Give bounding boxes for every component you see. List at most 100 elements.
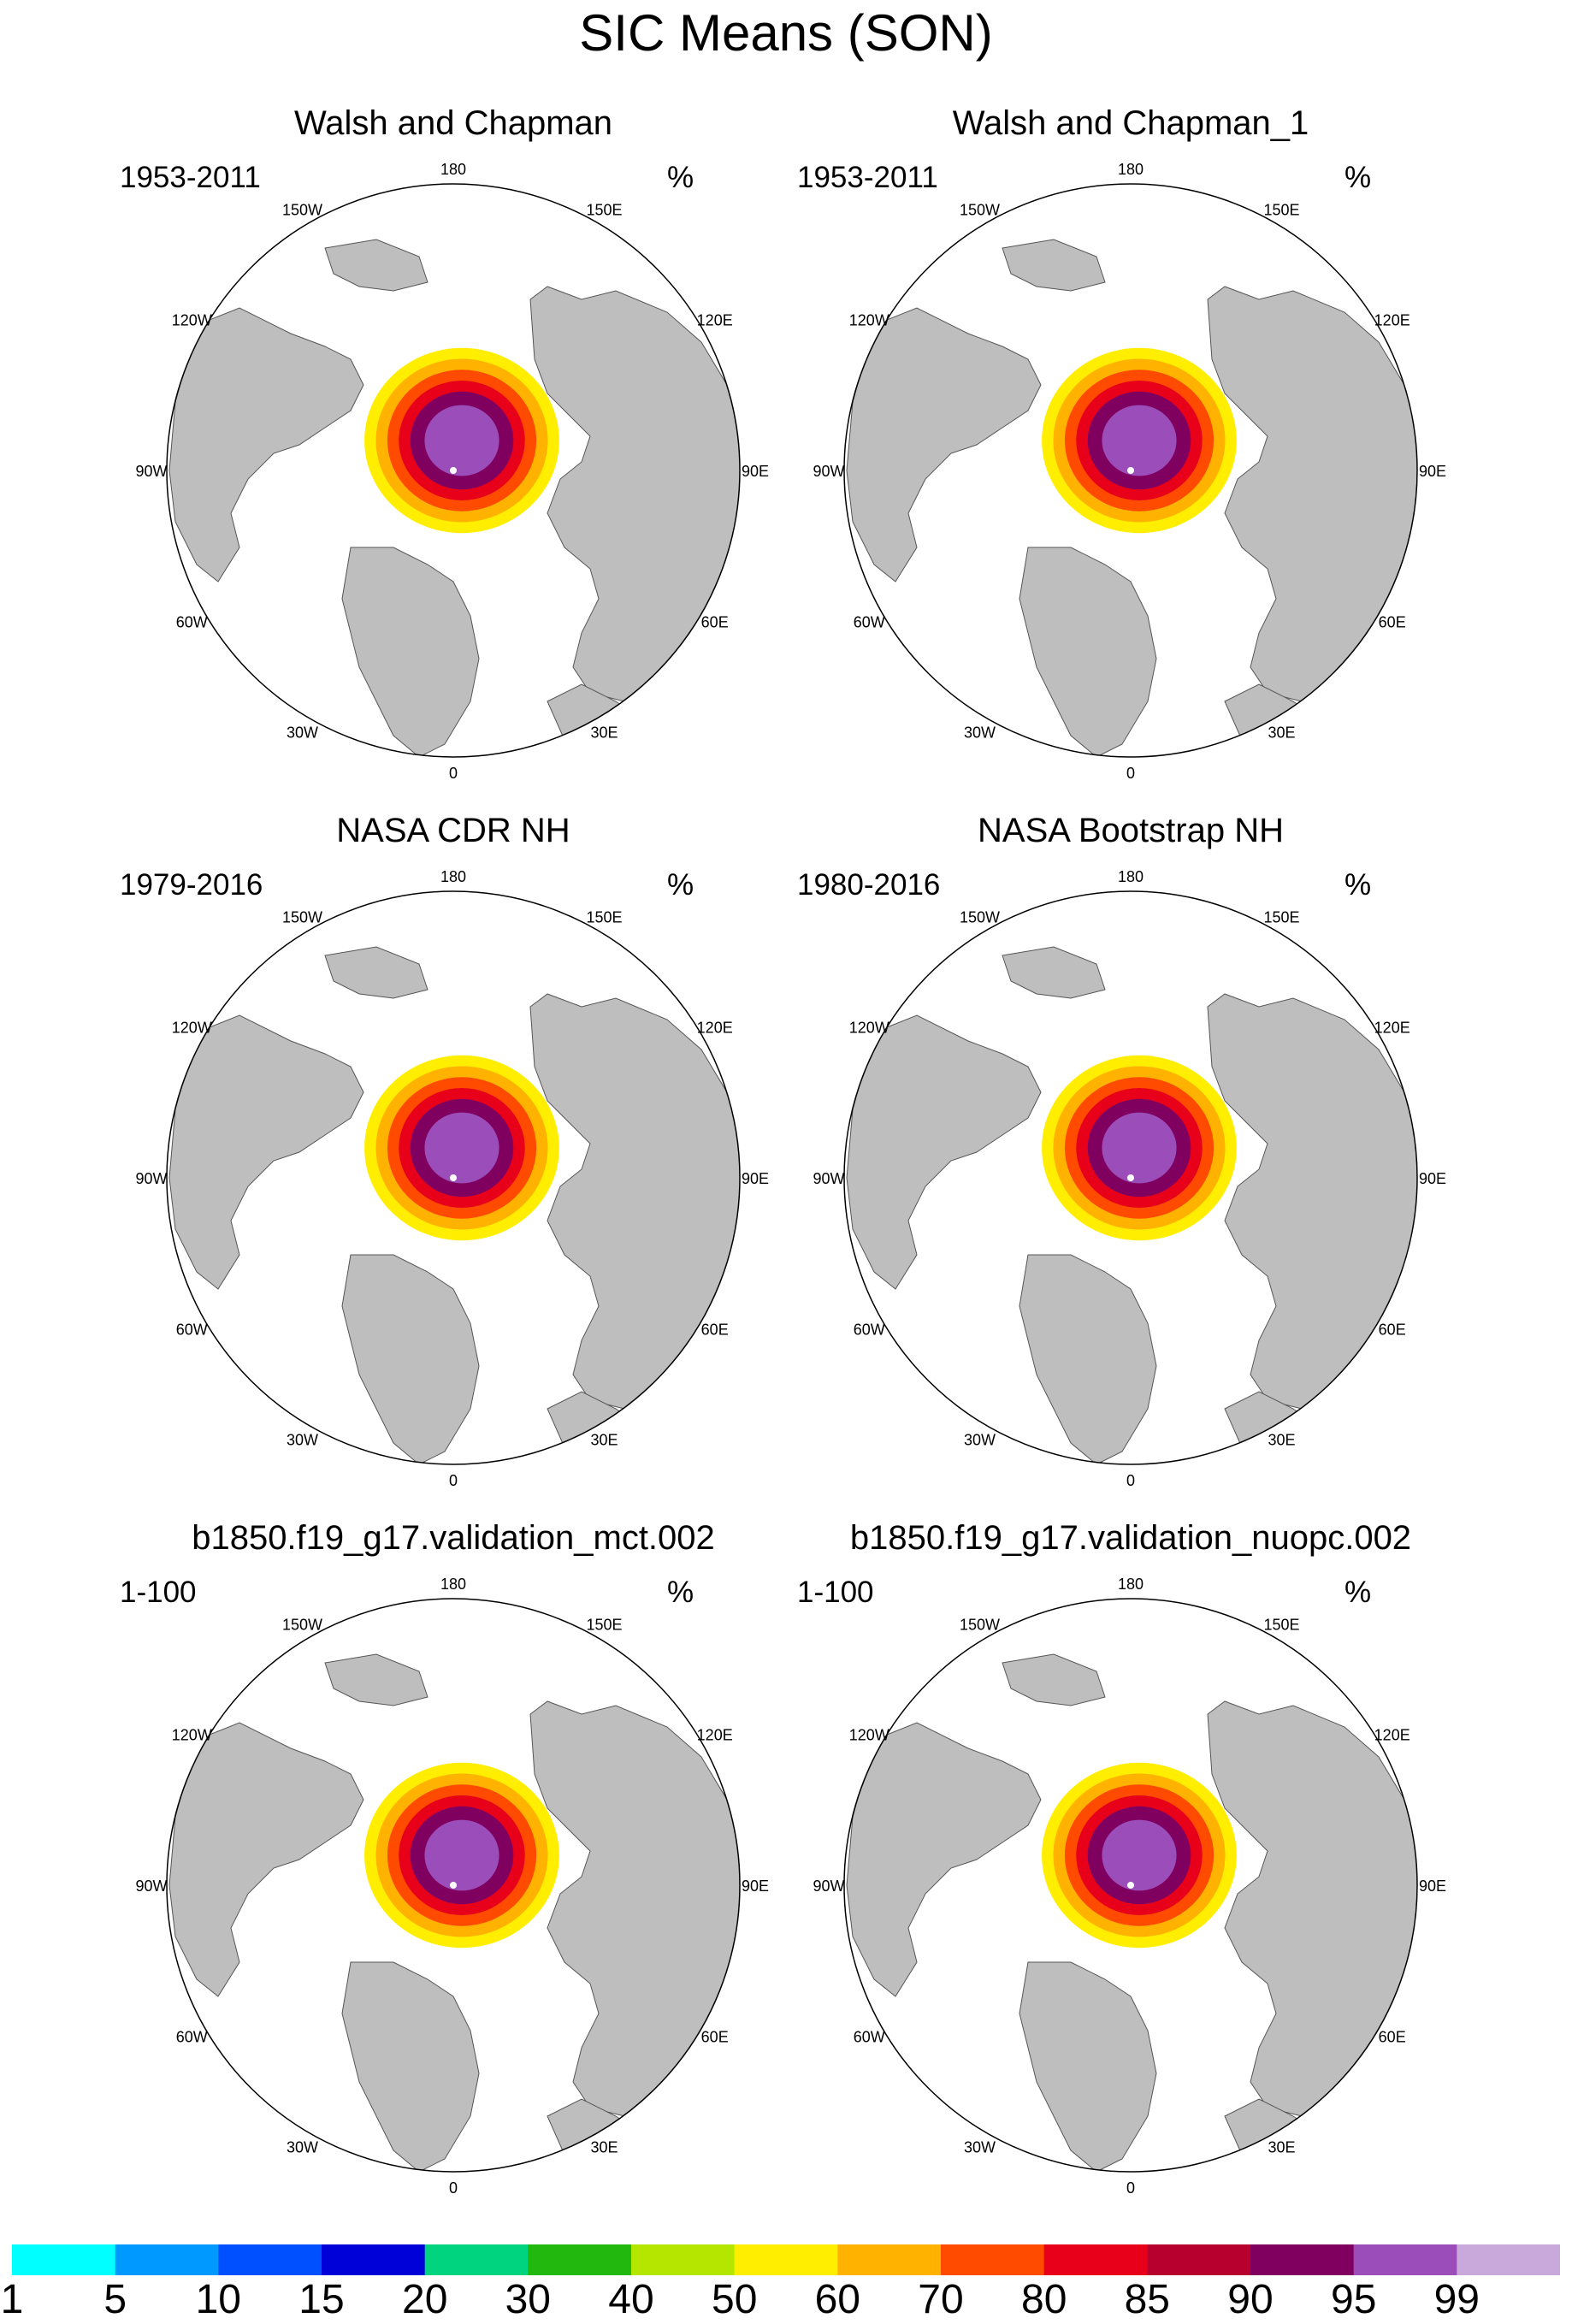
land-area — [341, 1254, 480, 1464]
colorbar-swatch — [218, 2244, 322, 2275]
sea-ice-contour — [424, 1819, 499, 1891]
longitude-label: 120W — [172, 1727, 212, 1744]
longitude-label: 150E — [586, 1616, 622, 1633]
panel-title: NASA CDR NH — [336, 812, 570, 849]
longitude-label: 0 — [449, 765, 458, 782]
north-pole-marker — [1127, 1882, 1134, 1889]
panel-units: % — [1344, 161, 1372, 194]
longitude-label: 60W — [176, 614, 208, 631]
north-pole-marker — [450, 467, 457, 474]
map-panel: 180 150E 120E 90E 60E 30E 0 30W 60W 90W 120W 150W NA… — [746, 810, 1516, 1520]
longitude-label: 0 — [1126, 1472, 1135, 1489]
colorbar-swatch — [941, 2244, 1045, 2275]
panel-units: % — [667, 161, 694, 194]
polar-map: 180 150E 120E 90E 60E 30E 0 30W 60W 90W 120W 150W — [135, 161, 769, 782]
longitude-label: 180 — [440, 161, 466, 178]
polar-map: 180 150E 120E 90E 60E 30E 0 30W 60W 90W 120W 150W — [813, 1576, 1446, 2197]
longitude-label: 0 — [1126, 2179, 1135, 2197]
longitude-label: 30W — [964, 724, 996, 742]
colorbar-tick-label: 99 — [1433, 2277, 1480, 2322]
map-boundary — [166, 890, 741, 1465]
longitude-label: 30E — [590, 2139, 618, 2156]
colorbar-swatch — [528, 2244, 632, 2275]
panel-years: 1-100 — [120, 1576, 197, 1609]
map-boundary — [843, 1598, 1418, 2173]
longitude-label: 90E — [742, 1878, 769, 1895]
colorbar-tick-label: 85 — [1124, 2277, 1170, 2322]
longitude-label: 120W — [849, 1727, 889, 1744]
longitude-label: 150W — [282, 1616, 322, 1633]
land-area — [168, 1722, 364, 1997]
map-boundary — [843, 183, 1418, 758]
land-area — [1002, 239, 1106, 292]
land-area — [324, 946, 428, 999]
longitude-label: 120E — [697, 312, 733, 329]
longitude-label: 30E — [1268, 2139, 1295, 2156]
land-area — [1224, 2098, 1337, 2172]
longitude-label: 180 — [440, 1576, 466, 1593]
north-pole-marker — [450, 1174, 457, 1181]
colorbar-labels: 1 5 10 15 20 30 40 50 60 70 80 85 90 95 99 — [0, 2278, 1572, 2324]
land-area — [1019, 547, 1157, 757]
land-area — [324, 239, 428, 292]
polar-map: 180 150E 120E 90E 60E 30E 0 30W 60W 90W 120W 150W — [813, 161, 1446, 782]
land-area — [547, 683, 659, 757]
longitude-label: 60W — [854, 2029, 885, 2046]
longitude-label: 90E — [742, 1170, 769, 1187]
colorbar-swatch — [115, 2244, 219, 2275]
colorbar-tick-label: 60 — [814, 2277, 860, 2322]
longitude-label: 120E — [1374, 1020, 1410, 1037]
longitude-label: 150E — [1263, 201, 1299, 218]
longitude-label: 120E — [697, 1727, 733, 1744]
panel-title: NASA Bootstrap NH — [978, 812, 1284, 849]
longitude-label: 120E — [1374, 312, 1410, 329]
longitude-label: 60E — [1379, 2029, 1406, 2046]
longitude-label: 120W — [849, 312, 889, 329]
colorbar-swatch — [1353, 2244, 1457, 2275]
map-panel: 180 150E 120E 90E 60E 30E 0 30W 60W 90W 120W 150W NA… — [68, 810, 838, 1520]
land-area — [846, 307, 1042, 582]
longitude-label: 60W — [854, 614, 885, 631]
colorbar-tick-label: 20 — [401, 2277, 448, 2322]
longitude-label: 60W — [854, 1322, 885, 1339]
polar-map: 180 150E 120E 90E 60E 30E 0 30W 60W 90W 120W 150W — [135, 1576, 769, 2197]
polar-map: 180 150E 120E 90E 60E 30E 0 30W 60W 90W 120W 150W — [135, 868, 769, 1489]
colorbar-tick-label: 80 — [1020, 2277, 1067, 2322]
land-area — [846, 1722, 1042, 1997]
land-area — [1224, 1391, 1337, 1464]
longitude-label: 90E — [1419, 1170, 1446, 1187]
panel-years: 1979-2016 — [120, 868, 263, 902]
longitude-label: 30E — [1268, 1432, 1295, 1449]
sea-ice-contour — [1102, 405, 1177, 476]
longitude-label: 120E — [1374, 1727, 1410, 1744]
land-area — [324, 1653, 428, 1706]
longitude-label: 180 — [1118, 868, 1144, 885]
panel-years: 1980-2016 — [797, 868, 941, 902]
longitude-label: 90W — [813, 1878, 844, 1895]
panel-units: % — [667, 868, 694, 902]
north-pole-marker — [1127, 1174, 1134, 1181]
longitude-label: 150W — [282, 201, 322, 218]
land-area — [1224, 683, 1337, 757]
land-area — [1002, 1653, 1106, 1706]
longitude-label: 90E — [1419, 1878, 1446, 1895]
longitude-label: 60E — [1379, 614, 1406, 631]
longitude-label: 30W — [287, 724, 318, 742]
colorbar-swatch — [1043, 2244, 1148, 2275]
colorbar-swatch — [631, 2244, 736, 2275]
colorbar-tick-label: 95 — [1330, 2277, 1377, 2322]
map-boundary — [166, 183, 741, 758]
land-area — [341, 1961, 480, 2172]
longitude-label: 30E — [1268, 724, 1295, 742]
colorbar-tick-label: 5 — [103, 2277, 127, 2322]
sea-ice-contour — [1102, 1819, 1177, 1891]
colorbar-swatch — [12, 2244, 116, 2275]
longitude-label: 120W — [172, 312, 212, 329]
colorbar-tick-label: 50 — [711, 2277, 758, 2322]
longitude-label: 90W — [135, 1878, 167, 1895]
longitude-label: 120W — [849, 1020, 889, 1037]
longitude-label: 150W — [282, 908, 322, 925]
map-panel: 180 150E 120E 90E 60E 30E 0 30W 60W 90W 120W 150W b1… — [68, 1517, 838, 2227]
colorbar-swatch — [1250, 2244, 1355, 2275]
colorbar-swatch — [734, 2244, 838, 2275]
